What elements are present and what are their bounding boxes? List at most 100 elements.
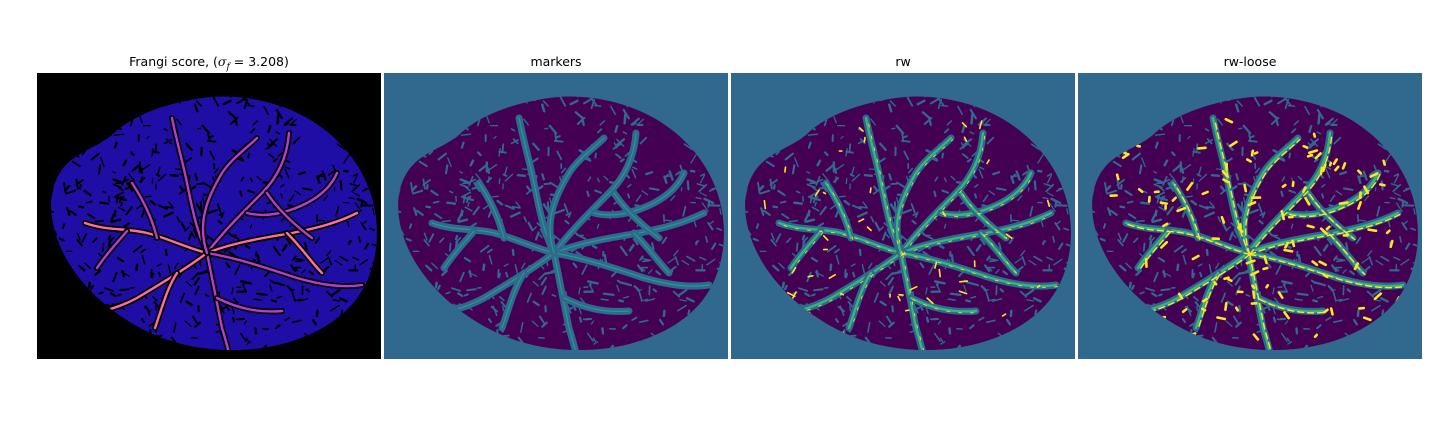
highlight-segment bbox=[938, 268, 941, 278]
highlight-edge bbox=[1139, 231, 1171, 271]
highlight-segment bbox=[822, 191, 827, 195]
vessel bbox=[501, 272, 525, 329]
highlight-edge bbox=[942, 174, 1034, 217]
highlight-segment bbox=[814, 189, 820, 197]
highlight-segment bbox=[858, 126, 864, 132]
highlight-segment bbox=[1308, 149, 1319, 155]
panel-title-rw-loose: rw-loose bbox=[1223, 54, 1277, 69]
vessel bbox=[95, 229, 129, 270]
highlight-segment bbox=[1243, 183, 1248, 193]
highlight-segment bbox=[1137, 188, 1144, 194]
vessel bbox=[777, 221, 903, 255]
highlight-segment bbox=[1252, 290, 1256, 299]
vessel bbox=[847, 271, 873, 330]
highlight-segment bbox=[1304, 196, 1311, 206]
highlight-segment bbox=[978, 120, 983, 130]
highlight-segment bbox=[858, 218, 865, 223]
highlight-segment bbox=[1201, 190, 1209, 196]
highlight-segment bbox=[1222, 178, 1229, 184]
panel-title-frangi: Frangi score, (σf = 3.208) bbox=[129, 54, 289, 73]
highlight-segment bbox=[1251, 284, 1256, 290]
highlight-segment bbox=[1277, 291, 1284, 299]
highlight-segment bbox=[1224, 117, 1234, 124]
highlight-segment bbox=[1334, 165, 1340, 172]
highlight-segment bbox=[926, 297, 934, 305]
highlight-segment bbox=[1226, 277, 1233, 283]
highlight-segment bbox=[1328, 161, 1333, 167]
vessel bbox=[1242, 136, 1300, 255]
highlight-segment bbox=[1385, 229, 1391, 235]
highlight-segment bbox=[1341, 162, 1347, 170]
highlight-segment bbox=[959, 280, 969, 283]
highlight-segment bbox=[822, 235, 829, 241]
vessel bbox=[478, 182, 505, 239]
highlight-segment bbox=[1265, 284, 1270, 289]
vessel bbox=[205, 251, 231, 351]
highlight-segment bbox=[791, 266, 797, 274]
highlight-segment bbox=[1237, 226, 1244, 233]
highlight-segment bbox=[1201, 307, 1207, 312]
highlight-segment bbox=[986, 159, 990, 165]
highlight-segment bbox=[1123, 151, 1129, 156]
highlight-edge bbox=[867, 119, 904, 255]
highlight-segment bbox=[1369, 172, 1379, 178]
vessel bbox=[553, 132, 637, 254]
vessel bbox=[205, 131, 291, 255]
highlight-segment bbox=[1367, 228, 1378, 233]
highlight-segment bbox=[1046, 199, 1051, 207]
highlight-segment bbox=[1160, 240, 1169, 249]
highlight-segment bbox=[1306, 224, 1315, 229]
highlight-segment bbox=[1216, 316, 1227, 321]
highlight-edge bbox=[1289, 173, 1381, 218]
tissue-region bbox=[398, 96, 724, 351]
vessel bbox=[824, 181, 853, 240]
highlight-segment bbox=[1302, 144, 1309, 149]
highlight-segment bbox=[958, 290, 968, 295]
vessel bbox=[201, 136, 259, 255]
highlight-segment bbox=[866, 226, 872, 232]
highlight-segment bbox=[1329, 307, 1334, 316]
rw-image bbox=[731, 73, 1075, 359]
vessel bbox=[553, 252, 710, 287]
highlight-segment bbox=[1311, 260, 1319, 267]
highlight-segment bbox=[1229, 140, 1238, 148]
highlight-segment bbox=[1280, 210, 1286, 221]
highlight-segment bbox=[1253, 151, 1259, 155]
highlight-segment bbox=[1224, 302, 1228, 311]
vessel bbox=[215, 296, 284, 313]
highlight-segment bbox=[1314, 152, 1322, 160]
vessel bbox=[899, 251, 925, 351]
vessel bbox=[549, 137, 605, 254]
vessel bbox=[939, 171, 1033, 217]
vessel bbox=[265, 191, 314, 240]
highlight-segment bbox=[1325, 225, 1331, 231]
highlight-segment bbox=[1283, 311, 1290, 320]
highlight-segment bbox=[909, 285, 918, 291]
highlight-edge bbox=[1259, 298, 1326, 314]
panel-title-rw: rw bbox=[895, 54, 911, 69]
highlight-segment bbox=[1221, 170, 1229, 178]
highlight-edge bbox=[1197, 273, 1221, 331]
highlight-segment bbox=[807, 275, 814, 278]
highlight-segment bbox=[1322, 273, 1329, 279]
vessel bbox=[1246, 211, 1400, 255]
vessel bbox=[83, 221, 209, 255]
vessel bbox=[1136, 229, 1170, 270]
highlight-segment bbox=[1162, 222, 1169, 228]
vessel bbox=[899, 251, 1058, 288]
highlight-segment bbox=[1177, 292, 1184, 300]
vessel bbox=[1171, 181, 1200, 240]
highlight-segment bbox=[1186, 181, 1194, 191]
highlight-segment bbox=[1191, 254, 1200, 261]
vessel bbox=[130, 181, 159, 240]
vessel bbox=[170, 116, 209, 255]
highlight-edge bbox=[1329, 233, 1366, 276]
highlight-segment bbox=[1373, 292, 1383, 301]
highlight-segment bbox=[1176, 206, 1187, 213]
highlight-edge bbox=[1249, 133, 1333, 256]
highlight-segment bbox=[1322, 163, 1327, 173]
highlight-segment bbox=[791, 291, 797, 299]
highlight-segment bbox=[1313, 333, 1318, 339]
vessel bbox=[899, 211, 1053, 255]
highlight-segment bbox=[1389, 239, 1394, 249]
